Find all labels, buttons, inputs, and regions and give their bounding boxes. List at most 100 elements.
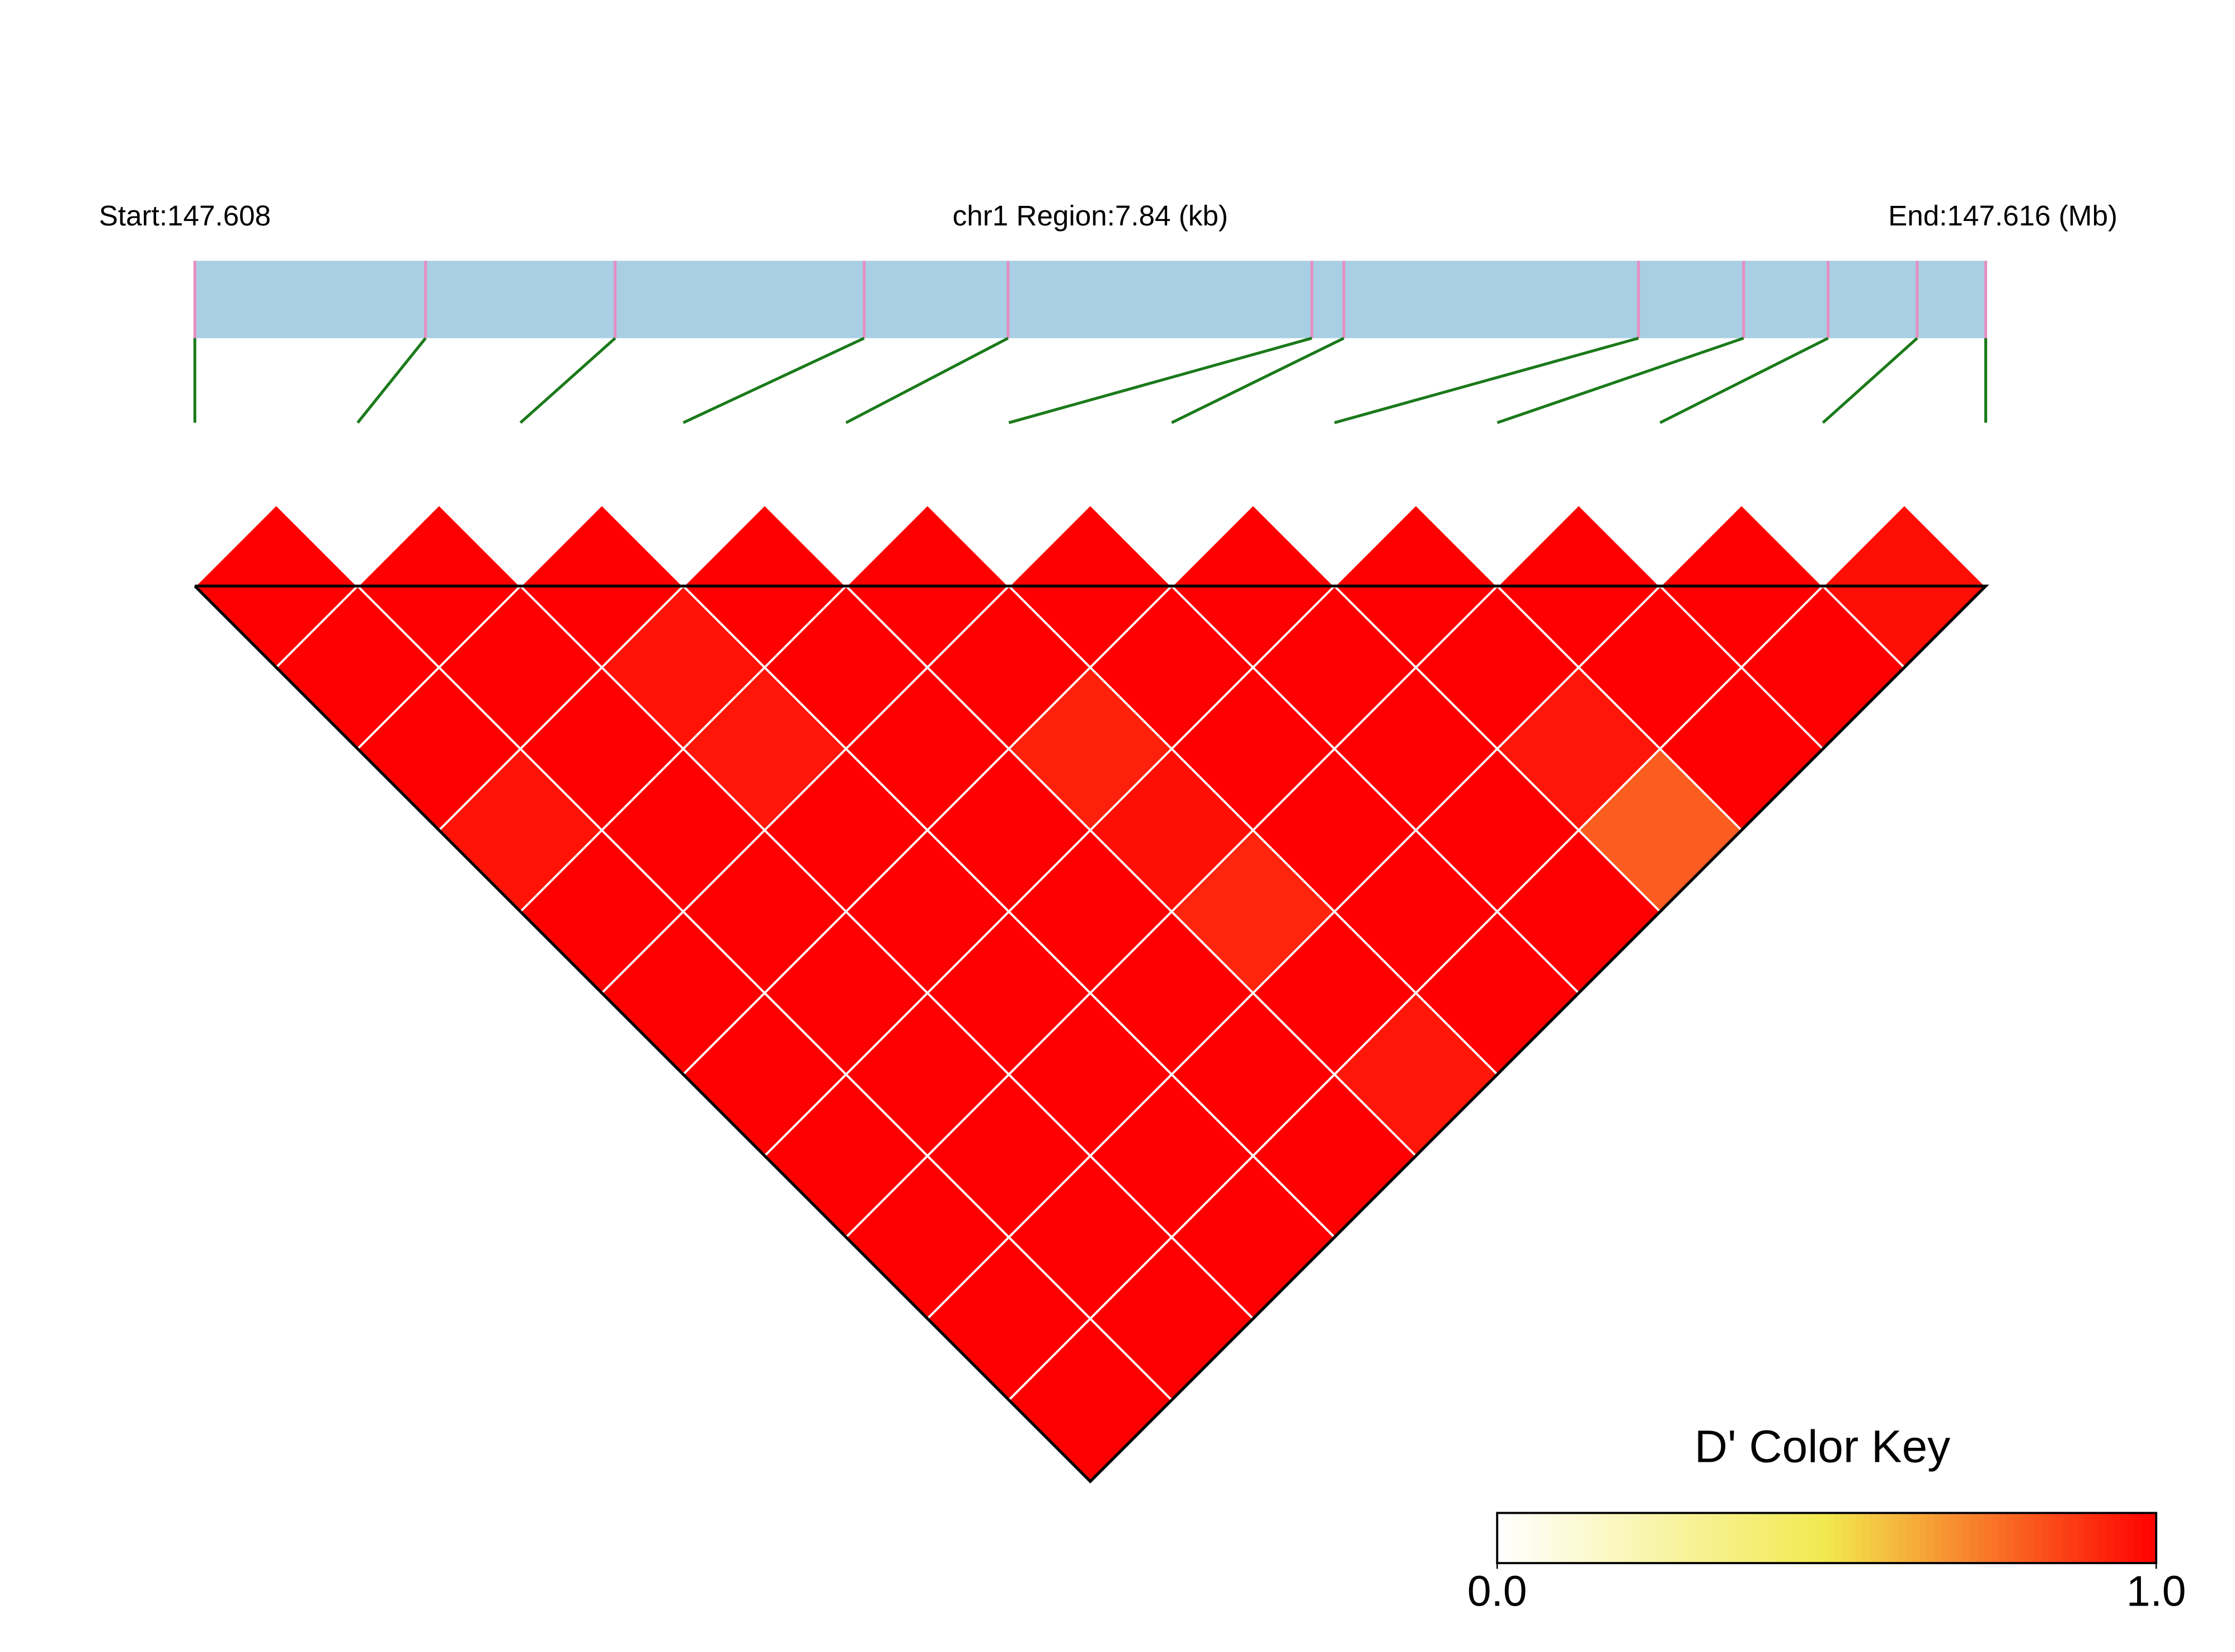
color-key-swatch xyxy=(1504,1513,1513,1564)
color-key-swatch xyxy=(1733,1513,1742,1564)
color-key-swatch xyxy=(1991,1513,1999,1564)
color-key-swatch xyxy=(1612,1513,1620,1564)
color-key-swatch xyxy=(1712,1513,1720,1564)
end-label: End:147.616 (Mb) xyxy=(1888,200,2118,232)
color-key-swatch xyxy=(1547,1513,1556,1564)
color-key-swatch xyxy=(1518,1513,1527,1564)
color-key-swatch xyxy=(1740,1513,1749,1564)
snp-connector xyxy=(1171,337,1345,424)
snp-connector xyxy=(1008,337,1312,425)
color-key-swatch xyxy=(1769,1513,1778,1564)
color-key-swatch xyxy=(1970,1513,1978,1564)
color-key-swatch xyxy=(1934,1513,1942,1564)
color-key-swatch xyxy=(2149,1513,2157,1564)
color-key-swatch xyxy=(1597,1513,1606,1564)
color-key-swatch xyxy=(1575,1513,1584,1564)
color-key-swatch xyxy=(1648,1513,1656,1564)
color-key-swatch xyxy=(1855,1513,1864,1564)
snp-connector xyxy=(845,337,1009,424)
color-key-swatch xyxy=(2055,1513,2064,1564)
color-key-swatch xyxy=(1554,1513,1563,1564)
color-key-swatch xyxy=(2106,1513,2114,1564)
snp-connector xyxy=(1497,337,1744,425)
color-key-swatch xyxy=(1898,1513,1907,1564)
color-key-swatch xyxy=(1618,1513,1627,1564)
triangle-outline xyxy=(194,584,1989,1484)
legend-title: D' Color Key xyxy=(1695,1421,1950,1472)
color-key-swatch xyxy=(1805,1513,1814,1564)
color-key-swatch xyxy=(2127,1513,2136,1564)
color-key-swatch xyxy=(1948,1513,1957,1564)
color-key-swatch xyxy=(1719,1513,1728,1564)
color-key-swatch xyxy=(1919,1513,1928,1564)
color-key-swatch xyxy=(1569,1513,1577,1564)
color-key-swatch xyxy=(1662,1513,1670,1564)
color-key-swatch xyxy=(1912,1513,1921,1564)
color-key-swatch xyxy=(2013,1513,2021,1564)
color-key-swatch xyxy=(1984,1513,1993,1564)
color-key-swatch xyxy=(2041,1513,2050,1564)
color-key-swatch xyxy=(2091,1513,2100,1564)
snp-connector xyxy=(1659,337,1829,424)
color-key-swatch xyxy=(2142,1513,2150,1564)
color-key-swatch xyxy=(1626,1513,1634,1564)
color-key-tick-label: 0.0 xyxy=(1467,1568,1527,1616)
color-key-swatch xyxy=(2120,1513,2129,1564)
color-key-swatch xyxy=(2063,1513,2072,1564)
color-key-swatch xyxy=(2098,1513,2107,1564)
color-key-swatch xyxy=(1526,1513,1534,1564)
color-key-swatch xyxy=(1833,1513,1842,1564)
color-key-swatch xyxy=(1511,1513,1520,1564)
color-key-swatch xyxy=(2134,1513,2143,1564)
color-key-swatch xyxy=(1605,1513,1613,1564)
color-key-swatch xyxy=(1841,1513,1850,1564)
color-key-swatch xyxy=(1776,1513,1785,1564)
snp-connector xyxy=(356,337,427,424)
color-key-swatch xyxy=(2006,1513,2014,1564)
color-key-swatch xyxy=(1654,1513,1663,1564)
snp-connector xyxy=(519,337,617,424)
color-key-swatch xyxy=(1905,1513,1914,1564)
color-key-swatch xyxy=(1683,1513,1692,1564)
snp-connector xyxy=(1822,337,1918,424)
color-key-swatch xyxy=(1561,1513,1570,1564)
color-key-swatch xyxy=(1927,1513,1935,1564)
region-bar xyxy=(195,261,1986,338)
color-key-swatch xyxy=(1540,1513,1549,1564)
color-key-swatch xyxy=(2077,1513,2086,1564)
color-key-swatch xyxy=(1977,1513,1985,1564)
color-key-swatch xyxy=(1862,1513,1871,1564)
color-key-swatch xyxy=(1669,1513,1677,1564)
color-key-swatch xyxy=(1998,1513,2007,1564)
color-key-swatch xyxy=(1812,1513,1820,1564)
color-key-swatch xyxy=(1963,1513,1971,1564)
color-key-swatch xyxy=(1884,1513,1892,1564)
color-key-tick-label: 1.0 xyxy=(2126,1568,2186,1616)
region-label: chr1 Region:7.84 (kb) xyxy=(953,200,1228,232)
color-key-swatch xyxy=(1640,1513,1649,1564)
color-key-swatch xyxy=(1941,1513,1950,1564)
color-key-swatch xyxy=(2085,1513,2093,1564)
color-key-swatch xyxy=(1762,1513,1771,1564)
color-key-swatch xyxy=(1690,1513,1699,1564)
color-key-swatch xyxy=(2027,1513,2036,1564)
color-key-swatch xyxy=(2034,1513,2043,1564)
color-key-swatch xyxy=(1705,1513,1713,1564)
color-key-swatch xyxy=(1676,1513,1685,1564)
color-key-swatch xyxy=(1748,1513,1756,1564)
color-key-swatch xyxy=(1784,1513,1792,1564)
color-key-swatch xyxy=(1633,1513,1641,1564)
color-key-swatch xyxy=(2113,1513,2121,1564)
color-key-swatch xyxy=(1876,1513,1885,1564)
color-key-swatch xyxy=(1755,1513,1763,1564)
color-key-swatch xyxy=(1726,1513,1735,1564)
start-label: Start:147.608 xyxy=(99,200,271,232)
color-key-swatch xyxy=(1583,1513,1592,1564)
color-key-swatch xyxy=(2049,1513,2057,1564)
color-key-swatch xyxy=(1697,1513,1706,1564)
color-key-swatch xyxy=(1798,1513,1806,1564)
color-key-swatch xyxy=(1848,1513,1856,1564)
color-key-swatch xyxy=(1533,1513,1541,1564)
